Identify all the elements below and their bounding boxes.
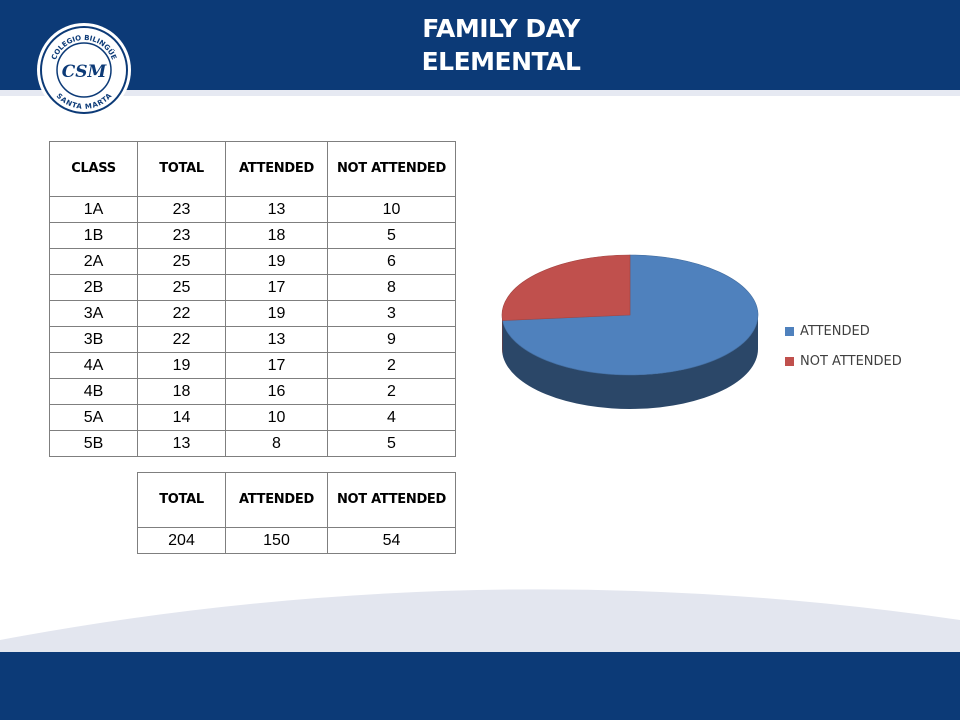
class-attendance-table: CLASS TOTAL ATTENDED NOT ATTENDED 1A 23 … (49, 141, 456, 457)
totals-header-attended: ATTENDED (225, 472, 328, 528)
cell-class: 4B (49, 378, 138, 405)
pie-side-not-attended (502, 315, 503, 355)
table-row: 3A 22 19 3 (49, 300, 456, 327)
cell-not-attended: 2 (327, 352, 456, 379)
table-row: 4B 18 16 2 (49, 378, 456, 405)
school-crest-logo: COLEGIO BILINGÜE SANTA MARTA CSM (37, 23, 131, 117)
cell-class: 4A (49, 352, 138, 379)
totals-total: 204 (137, 527, 226, 554)
table-header-row: CLASS TOTAL ATTENDED NOT ATTENDED (49, 141, 456, 197)
header-class: CLASS (49, 141, 138, 197)
cell-attended: 17 (225, 274, 328, 301)
table-row: 3B 22 13 9 (49, 326, 456, 353)
cell-total: 18 (137, 378, 226, 405)
cell-class: 1A (49, 196, 138, 223)
cell-not-attended: 9 (327, 326, 456, 353)
totals-row: 204 150 54 (137, 527, 456, 554)
cell-total: 19 (137, 352, 226, 379)
legend-item-attended: ATTENDED (785, 316, 902, 346)
title-line-2: ELEMENTAL (421, 47, 581, 76)
cell-attended: 19 (225, 248, 328, 275)
cell-attended: 17 (225, 352, 328, 379)
cell-total: 23 (137, 196, 226, 223)
pie-side-attended (502, 315, 758, 410)
table-row: 2A 25 19 6 (49, 248, 456, 275)
cell-attended: 16 (225, 378, 328, 405)
table-row: 4A 19 17 2 (49, 352, 456, 379)
totals-attended: 150 (225, 527, 328, 554)
table-row: 1A 23 13 10 (49, 196, 456, 223)
pie-slice-not-attended (501, 254, 631, 321)
header-band (0, 0, 960, 90)
cell-attended: 8 (225, 430, 328, 457)
legend-swatch-not-attended (785, 356, 794, 366)
cell-total: 14 (137, 404, 226, 431)
cell-class: 2A (49, 248, 138, 275)
cell-class: 3B (49, 326, 138, 353)
cell-total: 13 (137, 430, 226, 457)
cell-not-attended: 5 (327, 430, 456, 457)
cell-attended: 19 (225, 300, 328, 327)
page-title: FAMILY DAY ELEMENTAL (0, 12, 960, 78)
table-row: 2B 25 17 8 (49, 274, 456, 301)
logo-monogram: CSM (62, 62, 108, 82)
totals-header-row: TOTAL ATTENDED NOT ATTENDED (137, 472, 456, 528)
cell-not-attended: 4 (327, 404, 456, 431)
header-divider (0, 90, 960, 96)
header-total: TOTAL (137, 141, 226, 197)
cell-attended: 18 (225, 222, 328, 249)
cell-total: 25 (137, 274, 226, 301)
totals-header-total: TOTAL (137, 472, 226, 528)
legend-label-not-attended: NOT ATTENDED (800, 353, 902, 369)
table-row: 5B 13 8 5 (49, 430, 456, 457)
cell-total: 25 (137, 248, 226, 275)
cell-attended: 10 (225, 404, 328, 431)
legend-swatch-attended (785, 326, 794, 336)
table-row: 5A 14 10 4 (49, 404, 456, 431)
totals-not-attended: 54 (327, 527, 456, 554)
cell-class: 2B (49, 274, 138, 301)
cell-class: 1B (49, 222, 138, 249)
attendance-pie-chart (490, 250, 770, 420)
cell-not-attended: 5 (327, 222, 456, 249)
table-row: 1B 23 18 5 (49, 222, 456, 249)
totals-header-not-attended: NOT ATTENDED (327, 472, 456, 528)
cell-not-attended: 3 (327, 300, 456, 327)
pie-chart-svg (501, 254, 759, 410)
footer-band (0, 652, 960, 720)
header-attended: ATTENDED (225, 141, 328, 197)
cell-attended: 13 (225, 326, 328, 353)
cell-total: 22 (137, 300, 226, 327)
legend-item-not-attended: NOT ATTENDED (785, 346, 902, 376)
cell-class: 5A (49, 404, 138, 431)
header-not-attended: NOT ATTENDED (327, 141, 456, 197)
cell-attended: 13 (225, 196, 328, 223)
chart-legend: ATTENDED NOT ATTENDED (785, 316, 902, 376)
cell-total: 23 (137, 222, 226, 249)
cell-not-attended: 10 (327, 196, 456, 223)
cell-not-attended: 6 (327, 248, 456, 275)
cell-total: 22 (137, 326, 226, 353)
cell-class: 5B (49, 430, 138, 457)
cell-not-attended: 8 (327, 274, 456, 301)
cell-class: 3A (49, 300, 138, 327)
title-line-1: FAMILY DAY (422, 14, 580, 43)
legend-label-attended: ATTENDED (800, 323, 870, 339)
cell-not-attended: 2 (327, 378, 456, 405)
totals-table: TOTAL ATTENDED NOT ATTENDED 204 150 54 (137, 472, 456, 554)
